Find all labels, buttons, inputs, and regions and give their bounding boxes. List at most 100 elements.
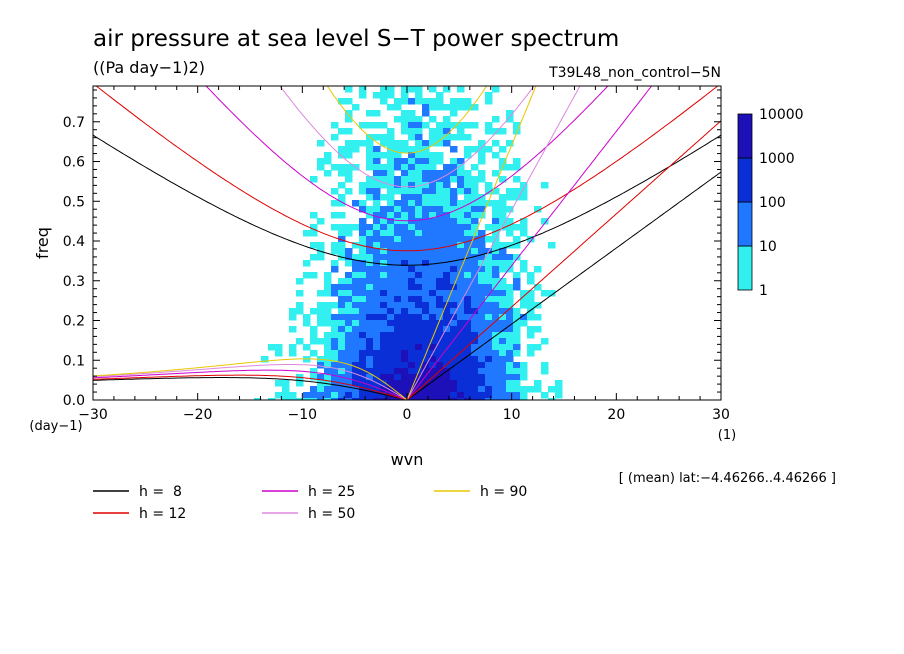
spectrum-cell xyxy=(415,236,423,243)
spectrum-cell xyxy=(422,176,430,183)
spectrum-cell xyxy=(359,260,367,267)
spectrum-cell xyxy=(443,122,451,129)
spectrum-cell xyxy=(527,272,535,279)
spectrum-cell xyxy=(331,362,339,369)
spectrum-cell xyxy=(331,260,339,267)
spectrum-cell xyxy=(366,194,374,201)
spectrum-cell xyxy=(401,86,409,93)
spectrum-cell xyxy=(492,290,500,297)
spectrum-cell xyxy=(380,86,388,93)
spectrum-cell xyxy=(401,332,409,339)
spectrum-cell xyxy=(513,284,521,291)
spectrum-cell xyxy=(415,188,423,195)
spectrum-cell xyxy=(429,140,437,147)
spectrum-cell xyxy=(408,350,416,357)
spectrum-cell xyxy=(464,302,472,309)
spectrum-cell xyxy=(380,176,388,183)
spectrum-cell xyxy=(422,242,430,249)
spectrum-cell xyxy=(429,278,437,285)
spectrum-cell xyxy=(331,320,339,327)
spectrum-cell xyxy=(422,290,430,297)
spectrum-cell xyxy=(352,392,360,399)
spectrum-cell xyxy=(422,320,430,327)
spectrum-cell xyxy=(422,338,430,345)
spectrum-cell xyxy=(380,308,388,315)
spectrum-cell xyxy=(401,98,409,105)
spectrum-cell xyxy=(387,326,395,333)
spectrum-cell xyxy=(408,212,416,219)
spectrum-cell xyxy=(415,98,423,105)
spectrum-cell xyxy=(513,224,521,231)
spectrum-cell xyxy=(492,362,500,369)
spectrum-cell xyxy=(338,98,346,105)
spectrum-cell xyxy=(310,332,318,339)
spectrum-cell xyxy=(422,182,430,189)
spectrum-cell xyxy=(387,380,395,387)
spectrum-cell xyxy=(513,374,521,381)
spectrum-cell xyxy=(478,254,486,261)
spectrum-cell xyxy=(387,344,395,351)
spectrum-cell xyxy=(436,218,444,225)
spectrum-cell xyxy=(527,386,535,393)
spectrum-cell xyxy=(401,320,409,327)
spectrum-cell xyxy=(443,206,451,213)
spectrum-cell xyxy=(275,344,283,351)
spectrum-cell xyxy=(534,386,542,393)
spectrum-cell xyxy=(345,284,353,291)
spectrum-cell xyxy=(394,230,402,237)
spectrum-cell xyxy=(387,170,395,177)
spectrum-cell xyxy=(415,374,423,381)
spectrum-cell xyxy=(513,254,521,261)
spectrum-cell xyxy=(373,110,381,117)
spectrum-cell xyxy=(338,212,346,219)
spectrum-cell xyxy=(422,254,430,261)
x-tick-label: 10 xyxy=(503,407,521,423)
spectrum-cell xyxy=(499,212,507,219)
spectrum-cell xyxy=(485,260,493,267)
spectrum-cell xyxy=(499,326,507,333)
spectrum-cell xyxy=(331,314,339,321)
spectrum-cell xyxy=(324,338,332,345)
spectrum-cell xyxy=(457,176,465,183)
spectrum-cell xyxy=(338,392,346,399)
spectrum-cell xyxy=(331,380,339,387)
spectrum-cell xyxy=(373,146,381,153)
spectrum-cell xyxy=(415,182,423,189)
spectrum-cell xyxy=(408,122,416,129)
spectrum-cell xyxy=(373,212,381,219)
spectrum-cell xyxy=(457,182,465,189)
spectrum-cell xyxy=(317,320,325,327)
spectrum-cell xyxy=(478,260,486,267)
spectrum-cell xyxy=(345,302,353,309)
spectrum-cell xyxy=(296,290,304,297)
rossby-curve-h25 xyxy=(93,369,408,400)
spectrum-cell xyxy=(450,236,458,243)
spectrum-cell xyxy=(415,242,423,249)
x-tick-label: 30 xyxy=(712,407,730,423)
spectrum-cell xyxy=(520,386,528,393)
spectrum-cell xyxy=(492,386,500,393)
kelvin-curve-h12 xyxy=(406,120,721,400)
spectrum-cell xyxy=(303,260,311,267)
spectrum-cell xyxy=(401,230,409,237)
spectrum-cell xyxy=(520,302,528,309)
spectrum-cell xyxy=(408,176,416,183)
spectrum-cell xyxy=(352,368,360,375)
spectrum-cell xyxy=(380,242,388,249)
spectrum-cell xyxy=(471,308,479,315)
spectrum-cell xyxy=(429,158,437,165)
spectrum-cell xyxy=(415,170,423,177)
spectrum-cell xyxy=(373,284,381,291)
spectrum-cell xyxy=(352,356,360,363)
spectrum-cell xyxy=(387,356,395,363)
spectrum-cell xyxy=(408,356,416,363)
spectrum-cell xyxy=(429,104,437,111)
spectrum-cell xyxy=(499,368,507,375)
spectrum-cell xyxy=(317,302,325,309)
spectrum-cell xyxy=(471,332,479,339)
spectrum-cell xyxy=(366,308,374,315)
spectrum-cell xyxy=(436,152,444,159)
spectrum-cell xyxy=(478,344,486,351)
spectrum-cell xyxy=(464,98,472,105)
spectrum-cell xyxy=(415,164,423,171)
